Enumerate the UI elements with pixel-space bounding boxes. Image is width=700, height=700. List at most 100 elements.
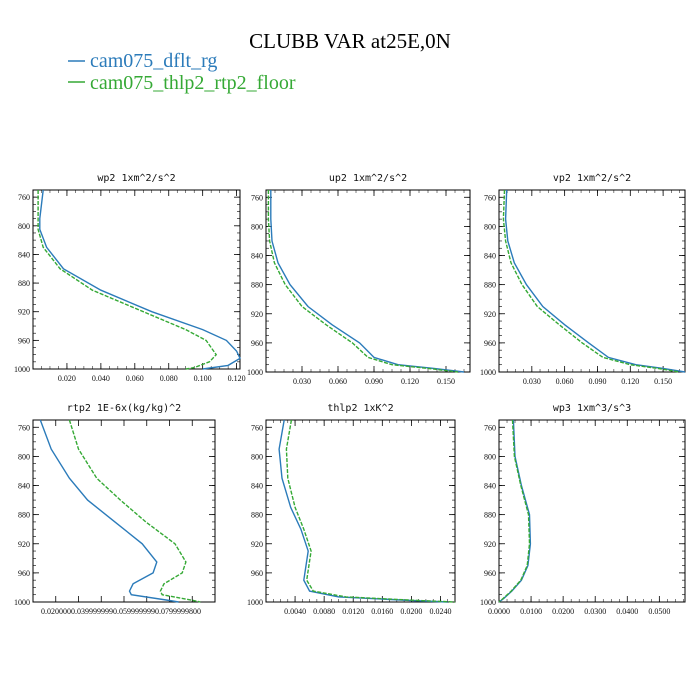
y-tick-label: 760 <box>251 193 263 202</box>
series-line-dflt <box>504 189 686 373</box>
y-tick-label: 760 <box>484 423 496 432</box>
y-tick-label: 760 <box>18 193 30 202</box>
x-tick-label: 0.0240 <box>429 607 451 616</box>
series-line-floor <box>502 189 680 373</box>
panel-title: rtp2 1E-6x(kg/kg)^2 <box>67 403 181 414</box>
x-tick-label: 0.0000 <box>488 607 510 616</box>
x-tick-label: 0.060 <box>329 377 347 386</box>
y-tick-label: 800 <box>484 222 496 231</box>
panel-4: rtp2 1E-6x(kg/kg)^2 760 800 840 880 920 960 100… <box>14 403 216 616</box>
x-tick-label: 0.150 <box>654 377 672 386</box>
y-tick-label: 920 <box>18 540 30 549</box>
plot-frame <box>498 419 686 603</box>
y-tick-label: 1000 <box>247 368 263 377</box>
x-tick-label: 0.0200000.0399999990.0599999990.07999998… <box>41 607 201 616</box>
y-tick-label: 960 <box>251 569 263 578</box>
panel-1: wp2 1xm^2/s^2 760 800 840 880 920 960 1000 0.020… <box>14 173 246 383</box>
series-line-dflt <box>39 419 179 603</box>
y-tick-label: 840 <box>484 252 496 261</box>
y-tick-label: 880 <box>484 511 496 520</box>
y-tick-label: 880 <box>18 279 30 288</box>
x-tick-label: 0.0100 <box>520 607 542 616</box>
x-tick-label: 0.120 <box>401 377 419 386</box>
x-tick-label: 0.040 <box>92 374 110 383</box>
x-tick-label: 0.030 <box>523 377 541 386</box>
panel-3: vp2 1xm^2/s^2 760 800 840 880 920 960 1000 0.030… <box>480 173 686 386</box>
x-tick-label: 0.0300 <box>584 607 606 616</box>
x-tick-label: 0.090 <box>588 377 606 386</box>
legend-label-floor: cam075_thlp2_rtp2_floor <box>90 72 296 94</box>
series-line-floor <box>267 190 459 373</box>
panel-title: up2 1xm^2/s^2 <box>329 173 407 184</box>
y-tick-label: 800 <box>251 452 263 461</box>
panel-2: up2 1xm^2/s^2 760 800 840 880 920 960 1000 0.030… <box>247 173 471 386</box>
y-tick-label: 880 <box>18 511 30 520</box>
y-tick-label: 1000 <box>14 598 30 607</box>
y-tick-label: 920 <box>484 310 496 319</box>
panel-6: wp3 1xm^3/s^3 760 800 840 880 920 960 10000.000… <box>480 403 686 616</box>
y-tick-label: 960 <box>484 339 496 348</box>
x-tick-label: 0.0200 <box>552 607 574 616</box>
y-tick-label: 760 <box>18 423 30 432</box>
plot-frame <box>265 189 471 373</box>
plot-frame <box>498 189 686 373</box>
panel-title: thlp2 1xK^2 <box>327 403 393 414</box>
y-tick-label: 1000 <box>247 598 263 607</box>
x-tick-label: 0.0200 <box>400 607 422 616</box>
series-line-floor <box>498 419 531 603</box>
y-tick-label: 920 <box>251 540 263 549</box>
y-tick-label: 920 <box>18 308 30 317</box>
panel-title: wp3 1xm^3/s^3 <box>553 403 631 414</box>
x-tick-label: 0.080 <box>160 374 178 383</box>
x-tick-label: 0.060 <box>126 374 144 383</box>
series-line-dflt <box>278 419 448 603</box>
x-tick-label: 0.090 <box>365 377 383 386</box>
y-tick-label: 800 <box>484 452 496 461</box>
x-tick-label: 0.020 <box>58 374 76 383</box>
legend-label-dflt: cam075_dflt_rg <box>90 50 217 72</box>
series-line-dflt <box>39 189 241 370</box>
y-tick-label: 800 <box>18 452 30 461</box>
y-tick-label: 920 <box>251 310 263 319</box>
plot-frame <box>32 419 216 603</box>
x-tick-label: 0.030 <box>293 377 311 386</box>
y-tick-label: 840 <box>18 250 30 259</box>
x-tick-label: 0.0500 <box>648 607 670 616</box>
y-tick-label: 840 <box>251 482 263 491</box>
figure-title: CLUBB VAR at25E,0N <box>249 29 451 53</box>
y-tick-label: 880 <box>251 281 263 290</box>
plot-frame <box>265 419 456 603</box>
x-tick-label: 0.0120 <box>342 607 364 616</box>
y-tick-label: 800 <box>18 222 30 231</box>
panel-grid: wp2 1xm^2/s^2 760 800 840 880 920 960 1000 0.020… <box>14 173 686 616</box>
y-tick-label: 800 <box>251 222 263 231</box>
y-tick-label: 840 <box>484 482 496 491</box>
series-line-floor <box>37 190 218 370</box>
panel-title: wp2 1xm^2/s^2 <box>97 173 175 184</box>
y-tick-label: 760 <box>251 423 263 432</box>
x-tick-label: 0.150 <box>437 377 455 386</box>
series-line-floor <box>285 419 456 603</box>
x-tick-label: 0.0080 <box>313 607 335 616</box>
panel-title: vp2 1xm^2/s^2 <box>553 173 631 184</box>
y-tick-label: 960 <box>251 339 263 348</box>
x-tick-label: 0.060 <box>556 377 574 386</box>
y-tick-label: 840 <box>18 482 30 491</box>
y-tick-label: 960 <box>484 569 496 578</box>
y-tick-label: 960 <box>18 569 30 578</box>
x-tick-label: 0.0040 <box>284 607 306 616</box>
y-tick-label: 920 <box>484 540 496 549</box>
y-tick-label: 1000 <box>480 368 496 377</box>
x-tick-label: 0.100 <box>194 374 212 383</box>
x-tick-label: 0.120 <box>228 374 246 383</box>
y-tick-label: 880 <box>484 281 496 290</box>
plot-frame <box>32 189 241 370</box>
x-tick-label: 0.0160 <box>371 607 393 616</box>
series-line-floor <box>68 419 201 603</box>
x-tick-label: 0.0400 <box>616 607 638 616</box>
y-tick-label: 1000 <box>480 598 496 607</box>
x-tick-label: 0.120 <box>621 377 639 386</box>
y-tick-label: 1000 <box>14 365 30 374</box>
y-tick-label: 760 <box>484 193 496 202</box>
